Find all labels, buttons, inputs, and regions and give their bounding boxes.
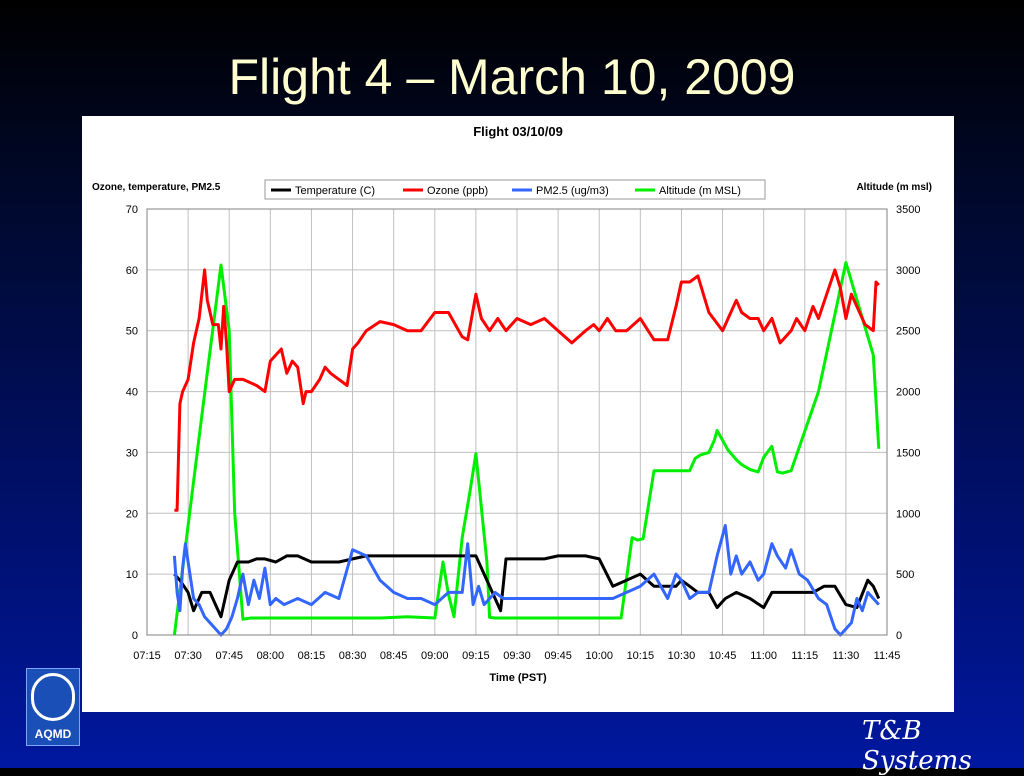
x-tick-labels: 07:15 07:30 07:45 08:00 08:15 08:30 08:45 09:00… [133, 650, 900, 662]
y2-tick-label: 2000 [896, 387, 920, 399]
legend: Temperature (C) Ozone (ppb) PM2.5 (ug/m3… [264, 179, 766, 200]
x-tick-label: 11:00 [750, 650, 777, 662]
x-tick-label: 08:00 [257, 650, 285, 662]
y-tick-label: 0 [132, 630, 138, 642]
series-line-altitude [172, 261, 881, 636]
flight-chart: Flight 03/10/09 Ozone, temperature, PM2.… [92, 124, 932, 684]
y-tick-label: 10 [126, 569, 138, 581]
y2-tick-labels: 0 500 1000 1500 2000 2500 3000 3500 [896, 204, 920, 642]
x-axis-label: Time (PST) [489, 672, 547, 684]
x-tick-label: 07:15 [133, 650, 161, 662]
series-line-ozone [174, 268, 880, 512]
chart-title: Flight 03/10/09 [473, 124, 563, 139]
y2-tick-label: 2500 [896, 326, 920, 338]
aqmd-logo: AQMD [26, 668, 80, 746]
x-tick-label: 11:15 [791, 650, 818, 662]
slide-title: Flight 4 – March 10, 2009 [228, 49, 796, 105]
x-tick-label: 10:45 [709, 650, 737, 662]
y2-tick-label: 500 [896, 569, 914, 581]
y-tick-label: 40 [126, 387, 138, 399]
legend-label-temperature: Temperature (C) [295, 185, 375, 197]
y2-axis-label: Altitude (m msl) [856, 182, 932, 193]
y-tick-label: 60 [126, 265, 138, 277]
grid [146, 208, 888, 636]
x-tick-label: 10:30 [668, 650, 696, 662]
series-lines [172, 261, 881, 637]
y-tick-label: 70 [126, 204, 138, 216]
y2-tick-label: 1500 [896, 447, 920, 459]
x-tick-label: 08:30 [339, 650, 367, 662]
tb-systems-logo: T&B Systems [862, 716, 972, 776]
chart-panel: Flight 03/10/09 Ozone, temperature, PM2.… [82, 116, 954, 712]
x-tick-label: 07:45 [215, 650, 243, 662]
aqmd-emblem-icon [31, 673, 75, 721]
x-tick-label: 09:30 [503, 650, 531, 662]
x-tick-label: 08:45 [380, 650, 408, 662]
x-tick-label: 09:00 [421, 650, 449, 662]
x-tick-label: 09:45 [544, 650, 572, 662]
legend-label-altitude: Altitude (m MSL) [659, 185, 741, 197]
y2-tick-label: 1000 [896, 508, 920, 520]
legend-label-pm25: PM2.5 (ug/m3) [536, 185, 609, 197]
plot-frame [146, 208, 888, 636]
y-tick-label: 50 [126, 326, 138, 338]
aqmd-logo-text: AQMD [34, 727, 72, 741]
series-line-pm25 [172, 524, 880, 637]
x-tick-label: 10:15 [627, 650, 655, 662]
legend-label-ozone: Ozone (ppb) [427, 185, 488, 197]
series-line-temperature [173, 554, 881, 619]
x-tick-label: 11:30 [833, 650, 860, 662]
y-tick-label: 20 [126, 508, 138, 520]
y2-tick-label: 3500 [896, 204, 920, 216]
y2-tick-label: 0 [896, 630, 902, 642]
y-tick-label: 30 [126, 447, 138, 459]
x-tick-label: 08:15 [298, 650, 326, 662]
y-axis-label: Ozone, temperature, PM2.5 [92, 182, 221, 193]
x-tick-label: 09:15 [462, 650, 490, 662]
x-tick-label: 07:30 [174, 650, 202, 662]
x-tick-label: 10:00 [585, 650, 613, 662]
y-tick-labels: 0 10 20 30 40 50 60 70 [126, 204, 138, 642]
y2-tick-label: 3000 [896, 265, 920, 277]
x-tick-label: 11:45 [874, 650, 901, 662]
